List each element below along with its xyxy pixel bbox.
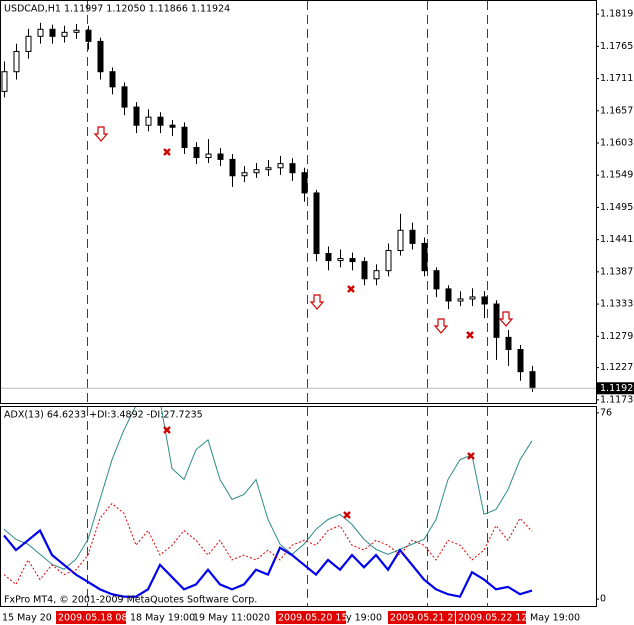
indicator-line [3, 407, 533, 570]
candle-body [265, 167, 272, 171]
candle-body [253, 169, 260, 174]
candle-body [73, 29, 80, 33]
indicator-lines [3, 407, 533, 598]
candle-body [409, 229, 416, 244]
time-highlight [456, 611, 526, 624]
time-label: 2009.05.18 08:00 [58, 613, 143, 624]
candle-body [433, 270, 440, 290]
candle-body [505, 336, 512, 350]
y-tick-label: 1.12795 [600, 331, 634, 342]
candle-body [85, 29, 92, 42]
candle-body [397, 229, 404, 252]
candle-body [445, 288, 452, 302]
time-label: 15 May 20 [2, 613, 52, 624]
candle-body [25, 35, 32, 52]
y-tick-label: 1.17655 [600, 41, 634, 52]
time-highlight [56, 611, 126, 624]
candle-body [37, 28, 44, 37]
y-tick-label: 76 [600, 407, 612, 418]
candle-body [217, 153, 224, 160]
time-label: 18 May 19:00 [130, 613, 195, 624]
candle-body [205, 153, 212, 159]
chart-title: USDCAD,H1 1.11997 1.12050 1.11866 1.1192… [4, 4, 230, 15]
candle-body [481, 296, 488, 305]
indicator-line [3, 502, 533, 586]
candle-body [241, 172, 248, 177]
indicator-line [3, 528, 533, 598]
candle-body [1, 71, 8, 92]
y-tick-label: 1.13875 [600, 266, 634, 277]
candle-body [277, 163, 284, 169]
y-tick-label: 1.15495 [600, 170, 634, 181]
candle-body [493, 303, 500, 338]
time-highlight [276, 611, 346, 624]
y-tick-label: 1.16035 [600, 137, 634, 148]
time-label: 2009.05.21 21 [390, 613, 460, 624]
candle-body [421, 242, 428, 272]
candle-body [301, 172, 308, 194]
candle-body [457, 298, 464, 302]
current-price-box [597, 382, 634, 395]
candles [1, 22, 536, 392]
candle-body [385, 250, 392, 272]
candle-body [49, 28, 56, 37]
candle-body [529, 371, 536, 389]
indicator-title: ADX(13) 64.6233 +DI:3.4892 -DI:27.7235 [4, 410, 203, 421]
y-tick-label: 1.14415 [600, 234, 634, 245]
candle-body [61, 31, 68, 37]
candle-body [109, 71, 116, 88]
current-price-label: 1.11924 [600, 383, 634, 394]
time-label: May 19:00 [530, 613, 580, 624]
signals [93, 126, 514, 334]
candle-body [193, 146, 200, 159]
time-label: 2009.05.20 15:00 [278, 613, 363, 624]
y-tick-label: 1.17115 [600, 73, 634, 84]
candle-body [121, 86, 128, 108]
candle-body [313, 192, 320, 254]
indicator-pane [0, 406, 597, 607]
candle-body [97, 40, 104, 73]
exit-marks [163, 148, 475, 519]
candle-body [157, 116, 164, 126]
copyright: FxPro MT4, © 2001-2009 MetaQuotes Softwa… [4, 595, 257, 606]
candle-body [337, 258, 344, 262]
y-tick-label: 1.18195 [600, 9, 634, 20]
time-label: y 19:00 [346, 613, 382, 624]
candle-body [325, 252, 332, 262]
candle-body [229, 158, 236, 177]
candle-body [373, 270, 380, 280]
candle-body [169, 124, 176, 128]
candle-body [517, 348, 524, 373]
candle-body [13, 50, 20, 73]
time-highlight [388, 611, 455, 624]
candle-body [181, 126, 188, 148]
y-tick-label: 1.14955 [600, 202, 634, 213]
time-label: 2009.05.22 12:00 [458, 613, 543, 624]
candle-body [289, 163, 296, 174]
y-tick-label: 1.12270 [600, 362, 634, 373]
time-label: 20 [258, 613, 270, 624]
time-label: 19 May 11:00 [193, 613, 258, 624]
y-tick-label: 1.11730 [600, 394, 634, 405]
y-tick-label: 1.13335 [600, 299, 634, 310]
candle-body [469, 296, 476, 300]
candle-body [145, 116, 152, 126]
candle-body [361, 261, 368, 280]
y-tick-label: 0 [600, 594, 606, 605]
y-tick-label: 1.16575 [600, 105, 634, 116]
candle-body [349, 258, 356, 263]
candle-body [133, 106, 140, 126]
